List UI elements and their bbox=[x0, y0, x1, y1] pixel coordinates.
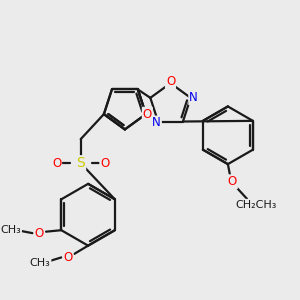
Text: O: O bbox=[34, 226, 44, 240]
Text: N: N bbox=[152, 116, 161, 130]
Text: O: O bbox=[166, 75, 175, 88]
Text: O: O bbox=[52, 157, 61, 170]
Text: O: O bbox=[100, 157, 110, 170]
Text: O: O bbox=[64, 251, 73, 264]
Text: N: N bbox=[189, 91, 198, 104]
Text: CH₃: CH₃ bbox=[30, 258, 50, 268]
Text: O: O bbox=[143, 108, 152, 121]
Text: CH₃: CH₃ bbox=[0, 225, 21, 235]
Text: CH₂CH₃: CH₂CH₃ bbox=[236, 200, 277, 210]
Text: S: S bbox=[76, 156, 85, 170]
Text: O: O bbox=[228, 175, 237, 188]
